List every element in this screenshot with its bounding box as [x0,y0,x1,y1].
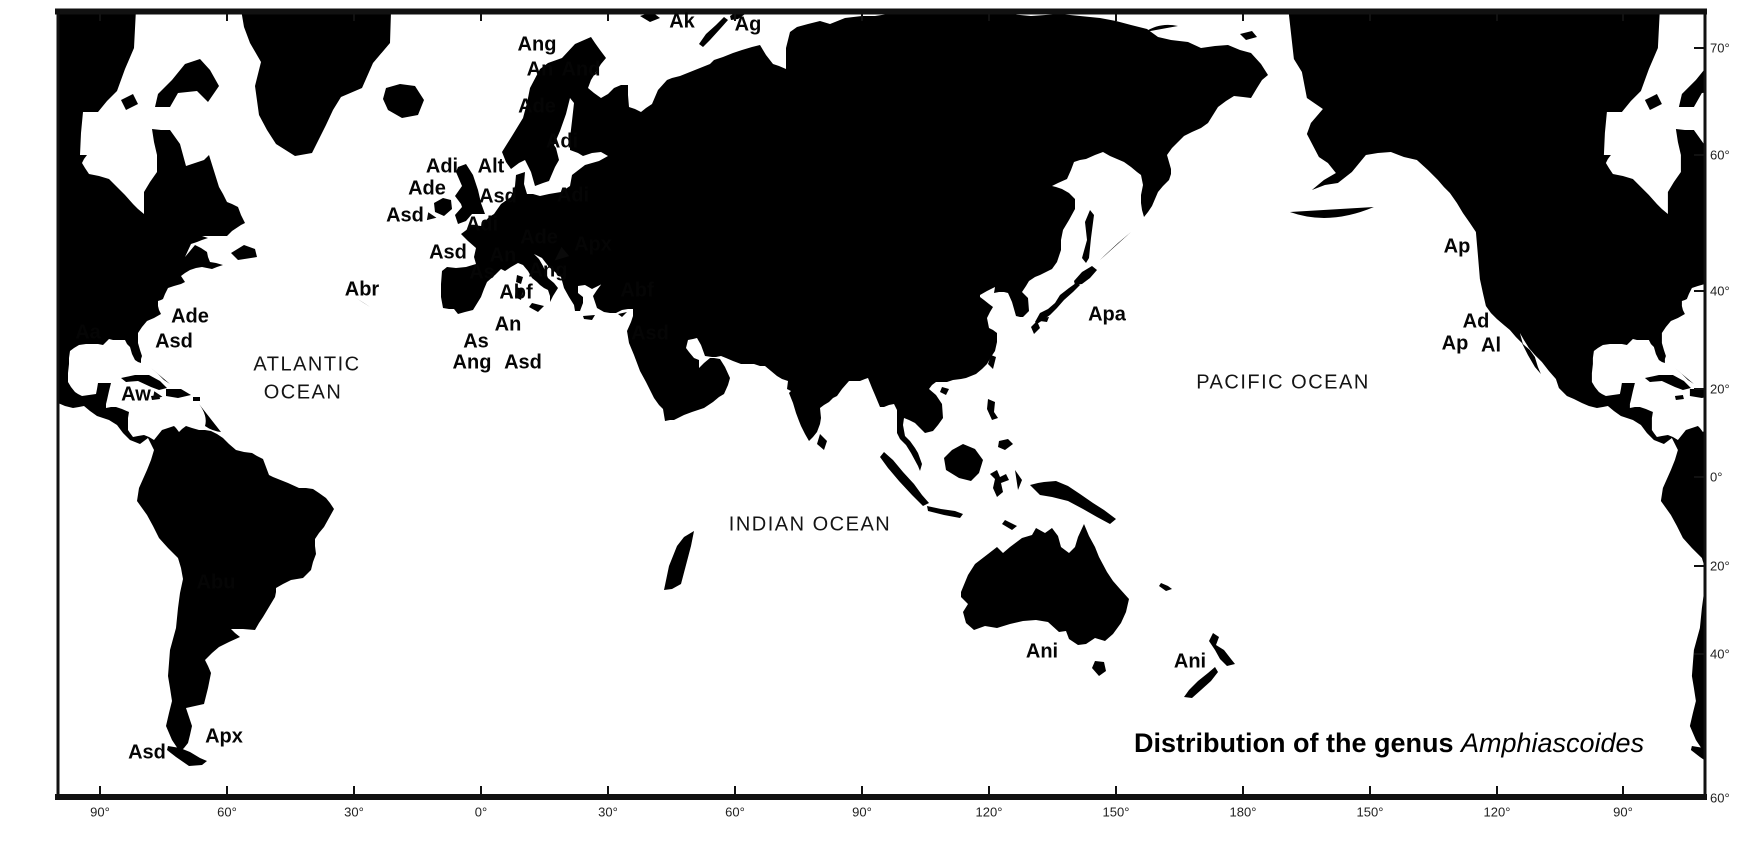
map-title: Distribution of the genus Amphiascoides [1134,728,1644,759]
map-title-genus: Amphiascoides [1460,728,1645,758]
map-frame [55,8,1707,800]
map-title-text: Distribution of the genus [1134,728,1461,758]
landmasses [58,10,1705,766]
